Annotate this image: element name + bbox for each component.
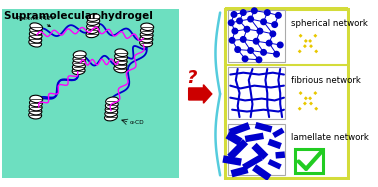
Polygon shape — [251, 143, 268, 160]
Ellipse shape — [29, 111, 42, 119]
FancyBboxPatch shape — [228, 10, 285, 62]
FancyBboxPatch shape — [228, 67, 285, 119]
Polygon shape — [222, 155, 242, 166]
Text: fibrious network: fibrious network — [291, 76, 361, 85]
Circle shape — [242, 56, 248, 62]
FancyBboxPatch shape — [225, 9, 348, 178]
Ellipse shape — [73, 59, 86, 66]
Circle shape — [232, 28, 238, 34]
Polygon shape — [229, 122, 250, 136]
Polygon shape — [231, 166, 248, 177]
Ellipse shape — [30, 23, 43, 31]
Polygon shape — [245, 133, 264, 142]
FancyArrow shape — [189, 85, 212, 103]
Ellipse shape — [114, 61, 127, 69]
Circle shape — [231, 12, 237, 17]
Text: ?: ? — [186, 69, 197, 87]
Polygon shape — [252, 164, 271, 181]
Ellipse shape — [73, 51, 86, 58]
Circle shape — [244, 26, 250, 32]
Circle shape — [265, 10, 270, 15]
Ellipse shape — [105, 113, 118, 121]
Circle shape — [272, 22, 277, 27]
Ellipse shape — [29, 27, 42, 35]
Circle shape — [235, 47, 240, 52]
Circle shape — [277, 42, 283, 48]
FancyBboxPatch shape — [295, 149, 323, 174]
Ellipse shape — [141, 23, 154, 30]
Ellipse shape — [115, 57, 127, 65]
Ellipse shape — [29, 103, 42, 111]
Ellipse shape — [105, 101, 118, 109]
Ellipse shape — [114, 65, 127, 73]
Polygon shape — [226, 131, 242, 146]
Text: Pluronic F127: Pluronic F127 — [17, 16, 54, 27]
Ellipse shape — [87, 14, 100, 21]
Polygon shape — [275, 151, 285, 159]
Ellipse shape — [115, 49, 128, 56]
Ellipse shape — [87, 22, 99, 30]
Circle shape — [270, 31, 276, 37]
Ellipse shape — [105, 109, 118, 117]
Ellipse shape — [106, 97, 118, 105]
Text: spherical network: spherical network — [291, 19, 368, 28]
Circle shape — [251, 8, 257, 13]
Polygon shape — [268, 139, 282, 149]
Ellipse shape — [86, 26, 99, 34]
FancyBboxPatch shape — [2, 9, 180, 178]
Circle shape — [274, 51, 279, 57]
Ellipse shape — [141, 27, 153, 35]
Ellipse shape — [140, 31, 153, 39]
Polygon shape — [255, 122, 273, 133]
Circle shape — [228, 20, 234, 26]
Ellipse shape — [29, 35, 42, 43]
FancyBboxPatch shape — [228, 124, 285, 175]
Ellipse shape — [140, 35, 153, 43]
Polygon shape — [268, 159, 282, 169]
Circle shape — [240, 10, 246, 15]
Circle shape — [253, 39, 259, 44]
Ellipse shape — [29, 31, 42, 39]
Ellipse shape — [73, 63, 85, 70]
Text: α-CD: α-CD — [130, 120, 144, 125]
Circle shape — [248, 16, 253, 22]
Circle shape — [276, 13, 281, 18]
Ellipse shape — [115, 53, 127, 61]
Circle shape — [261, 19, 266, 25]
Circle shape — [256, 57, 262, 62]
Polygon shape — [272, 128, 285, 138]
Circle shape — [261, 50, 266, 55]
Circle shape — [266, 40, 272, 46]
Ellipse shape — [30, 95, 43, 103]
Ellipse shape — [139, 39, 153, 47]
Ellipse shape — [29, 99, 42, 107]
Circle shape — [237, 18, 242, 24]
Circle shape — [248, 48, 253, 53]
Text: Supramolecular hydrogel: Supramolecular hydrogel — [4, 11, 153, 21]
Ellipse shape — [105, 105, 118, 113]
Ellipse shape — [87, 18, 100, 25]
Ellipse shape — [73, 55, 86, 62]
Ellipse shape — [86, 30, 99, 38]
Circle shape — [240, 37, 246, 42]
Polygon shape — [242, 154, 263, 170]
Ellipse shape — [29, 108, 42, 115]
Polygon shape — [227, 139, 248, 160]
Text: lamellate network: lamellate network — [291, 133, 369, 142]
Ellipse shape — [29, 39, 42, 47]
Ellipse shape — [72, 67, 85, 75]
Circle shape — [257, 28, 263, 34]
Circle shape — [229, 38, 235, 43]
